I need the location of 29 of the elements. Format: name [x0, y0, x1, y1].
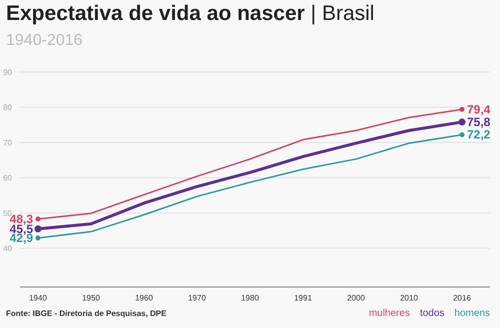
text: todos [420, 308, 444, 319]
x-tick-label: 1940 [29, 294, 48, 303]
point [36, 236, 40, 241]
x-tick-label: 1991 [294, 294, 312, 303]
data-label: 79,4 [467, 102, 491, 116]
x-tick-label: 1960 [135, 294, 154, 303]
x-tick-label: 1950 [82, 294, 100, 303]
x-tick-label: 2010 [400, 294, 418, 303]
chart-title: Expectativa de vida ao nascer | Brasil [6, 2, 374, 25]
x-tick-label: 2016 [453, 294, 472, 303]
x-tick-label: 1980 [241, 294, 260, 303]
x-tick-label: 1970 [188, 294, 206, 303]
point [460, 106, 464, 112]
y-tick-label: 80 [3, 103, 13, 112]
source-note: Fonte: IBGE - Diretoria de Pesquisas, DPE [6, 309, 166, 318]
data-label: 75,8 [467, 115, 491, 130]
chart-subtitle: 1940-2016 [6, 32, 83, 50]
point [460, 132, 464, 138]
y-tick-label: 90 [3, 68, 13, 77]
x-tick-label: 2000 [347, 294, 366, 303]
y-tick-label: 60 [3, 174, 13, 183]
text: homens [454, 308, 490, 319]
point [458, 118, 466, 126]
point [34, 225, 42, 232]
y-tick-label: 40 [3, 244, 13, 254]
y-tick-label: 70 [3, 138, 13, 148]
text: mulheres [368, 308, 410, 319]
point [36, 216, 40, 222]
data-label: 72,2 [467, 128, 491, 142]
